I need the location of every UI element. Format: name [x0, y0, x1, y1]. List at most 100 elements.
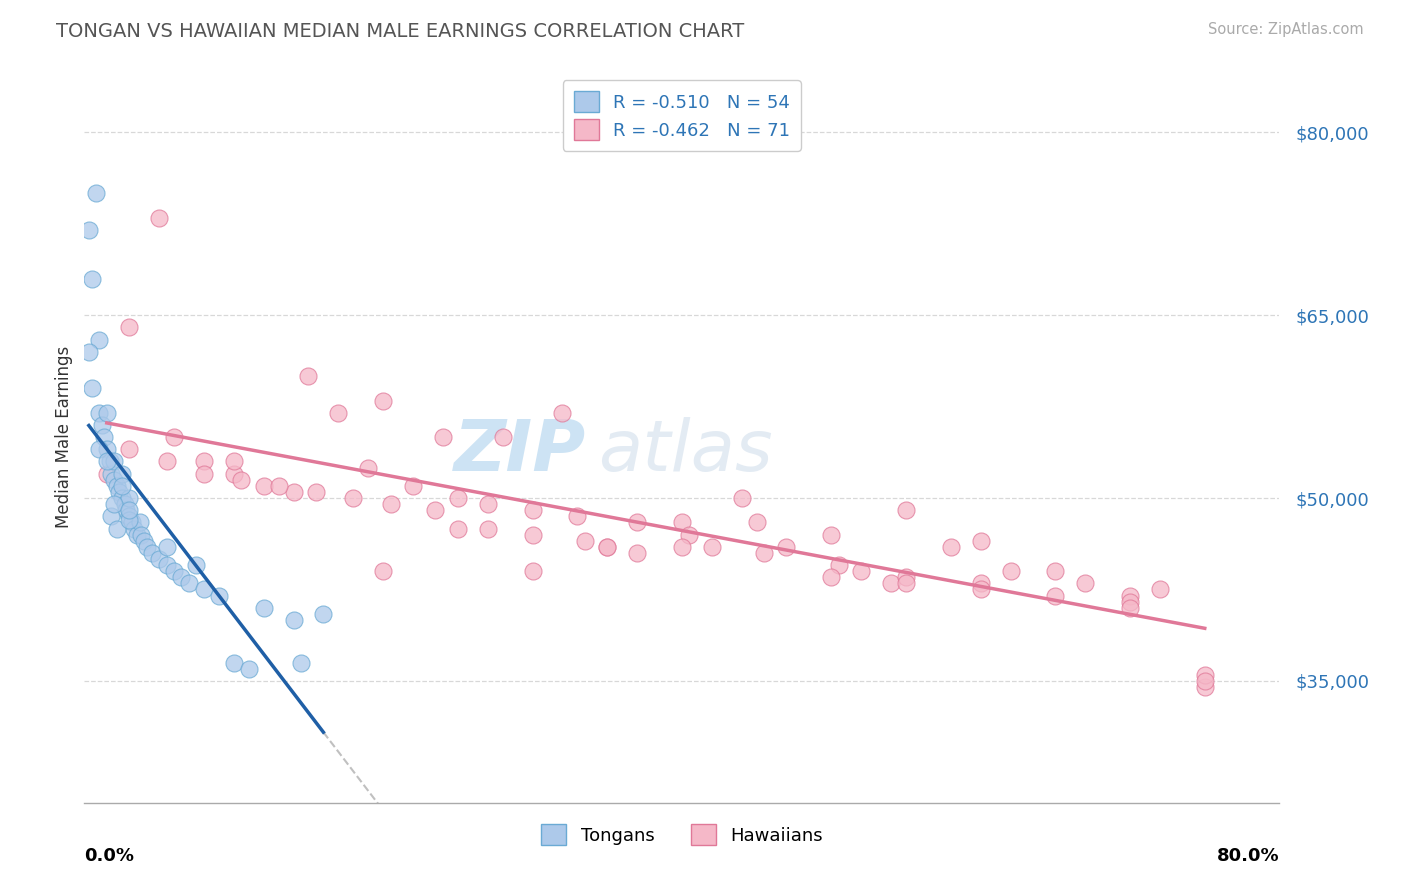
- Point: [193, 454, 215, 468]
- Point: [111, 467, 134, 481]
- Point: [193, 467, 215, 481]
- Point: [283, 613, 305, 627]
- Point: [186, 558, 208, 573]
- Point: [1045, 589, 1067, 603]
- Point: [222, 454, 245, 468]
- Point: [626, 516, 648, 530]
- Text: atlas: atlas: [599, 417, 773, 486]
- Point: [894, 503, 917, 517]
- Point: [970, 576, 993, 591]
- Point: [253, 600, 276, 615]
- Point: [103, 454, 125, 468]
- Point: [238, 662, 260, 676]
- Point: [155, 540, 177, 554]
- Point: [118, 442, 141, 457]
- Point: [447, 521, 470, 535]
- Point: [132, 533, 156, 548]
- Legend: Tongans, Hawaiians: Tongans, Hawaiians: [534, 817, 830, 852]
- Point: [1194, 667, 1216, 681]
- Point: [122, 521, 145, 535]
- Y-axis label: Median Male Earnings: Median Male Earnings: [55, 346, 73, 528]
- Point: [894, 570, 917, 584]
- Point: [103, 473, 125, 487]
- Point: [373, 393, 395, 408]
- Point: [77, 344, 100, 359]
- Point: [1000, 564, 1022, 578]
- Point: [129, 527, 152, 541]
- Point: [596, 540, 619, 554]
- Point: [96, 454, 118, 468]
- Point: [567, 509, 589, 524]
- Point: [89, 442, 111, 457]
- Point: [118, 503, 141, 517]
- Point: [148, 552, 170, 566]
- Text: Source: ZipAtlas.com: Source: ZipAtlas.com: [1208, 22, 1364, 37]
- Point: [100, 467, 122, 481]
- Point: [105, 479, 128, 493]
- Point: [970, 582, 993, 597]
- Point: [596, 540, 619, 554]
- Point: [851, 564, 873, 578]
- Point: [700, 540, 723, 554]
- Point: [357, 460, 380, 475]
- Point: [1194, 680, 1216, 694]
- Point: [1194, 673, 1216, 688]
- Point: [574, 533, 596, 548]
- Point: [312, 607, 335, 621]
- Point: [141, 546, 163, 560]
- Point: [86, 186, 108, 201]
- Point: [98, 454, 121, 468]
- Point: [222, 467, 245, 481]
- Point: [492, 430, 515, 444]
- Point: [328, 406, 350, 420]
- Point: [111, 491, 134, 505]
- Point: [115, 503, 138, 517]
- Point: [1119, 600, 1142, 615]
- Point: [551, 406, 574, 420]
- Point: [136, 540, 159, 554]
- Point: [177, 576, 200, 591]
- Text: TONGAN VS HAWAIIAN MEDIAN MALE EARNINGS CORRELATION CHART: TONGAN VS HAWAIIAN MEDIAN MALE EARNINGS …: [56, 22, 745, 41]
- Point: [155, 454, 177, 468]
- Point: [128, 516, 150, 530]
- Point: [305, 485, 328, 500]
- Point: [297, 369, 319, 384]
- Point: [1119, 594, 1142, 608]
- Point: [121, 516, 143, 530]
- Point: [380, 497, 402, 511]
- Point: [477, 521, 499, 535]
- Point: [163, 564, 186, 578]
- Point: [118, 320, 141, 334]
- Point: [1074, 576, 1097, 591]
- Point: [1149, 582, 1171, 597]
- Point: [163, 430, 186, 444]
- Point: [880, 576, 903, 591]
- Point: [77, 223, 100, 237]
- Point: [828, 558, 851, 573]
- Point: [522, 503, 544, 517]
- Point: [447, 491, 470, 505]
- Point: [114, 497, 136, 511]
- Point: [775, 540, 797, 554]
- Point: [425, 503, 447, 517]
- Point: [267, 479, 290, 493]
- Point: [91, 417, 114, 432]
- Point: [477, 497, 499, 511]
- Point: [752, 546, 775, 560]
- Point: [89, 333, 111, 347]
- Point: [222, 656, 245, 670]
- Point: [253, 479, 276, 493]
- Point: [93, 430, 115, 444]
- Point: [96, 442, 118, 457]
- Point: [522, 527, 544, 541]
- Text: 0.0%: 0.0%: [84, 847, 135, 864]
- Point: [820, 527, 842, 541]
- Point: [1045, 564, 1067, 578]
- Point: [402, 479, 425, 493]
- Point: [231, 473, 253, 487]
- Point: [96, 467, 118, 481]
- Point: [96, 406, 118, 420]
- Point: [80, 381, 103, 395]
- Point: [125, 527, 148, 541]
- Point: [89, 406, 111, 420]
